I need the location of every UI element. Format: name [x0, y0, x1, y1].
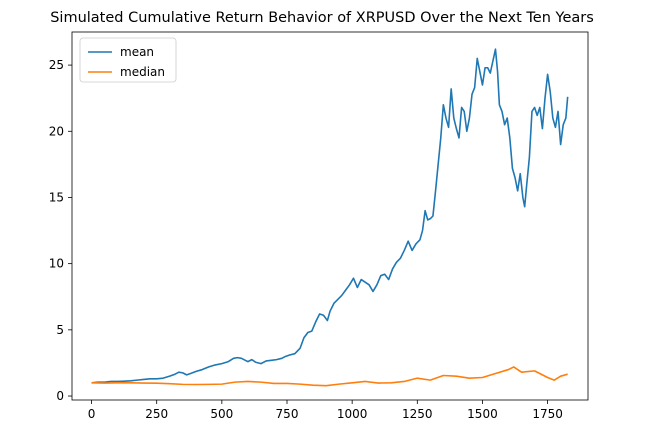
plot-area [91, 48, 569, 387]
chart-title: Simulated Cumulative Return Behavior of … [50, 10, 594, 26]
y-tick-label: 15 [49, 190, 64, 204]
legend-label-mean: mean [120, 45, 154, 59]
series-line-mean [91, 48, 569, 384]
y-tick-label: 0 [56, 389, 64, 403]
legend-box [79, 37, 177, 83]
axes: 0 250 500 750 1000 1250 1500 1750 0 5 10 15 20 25 [49, 31, 589, 421]
x-tick-label: 0 [88, 407, 96, 421]
x-tick-label: 1250 [402, 407, 433, 421]
series-line-median [91, 366, 568, 387]
axes-frame [71, 31, 589, 401]
x-tick-label: 750 [276, 407, 299, 421]
y-tick-label: 25 [49, 58, 64, 72]
y-tick-label: 5 [56, 323, 64, 337]
legend-label-median: median [120, 65, 165, 79]
y-tick-label: 10 [49, 257, 64, 271]
x-tick-label: 1000 [337, 407, 368, 421]
y-tick-label: 20 [49, 124, 64, 138]
x-tick-label: 1750 [532, 407, 563, 421]
x-tick-label: 250 [145, 407, 168, 421]
x-tick-label: 1500 [467, 407, 498, 421]
legend: mean median [79, 37, 177, 83]
x-tick-label: 500 [210, 407, 233, 421]
